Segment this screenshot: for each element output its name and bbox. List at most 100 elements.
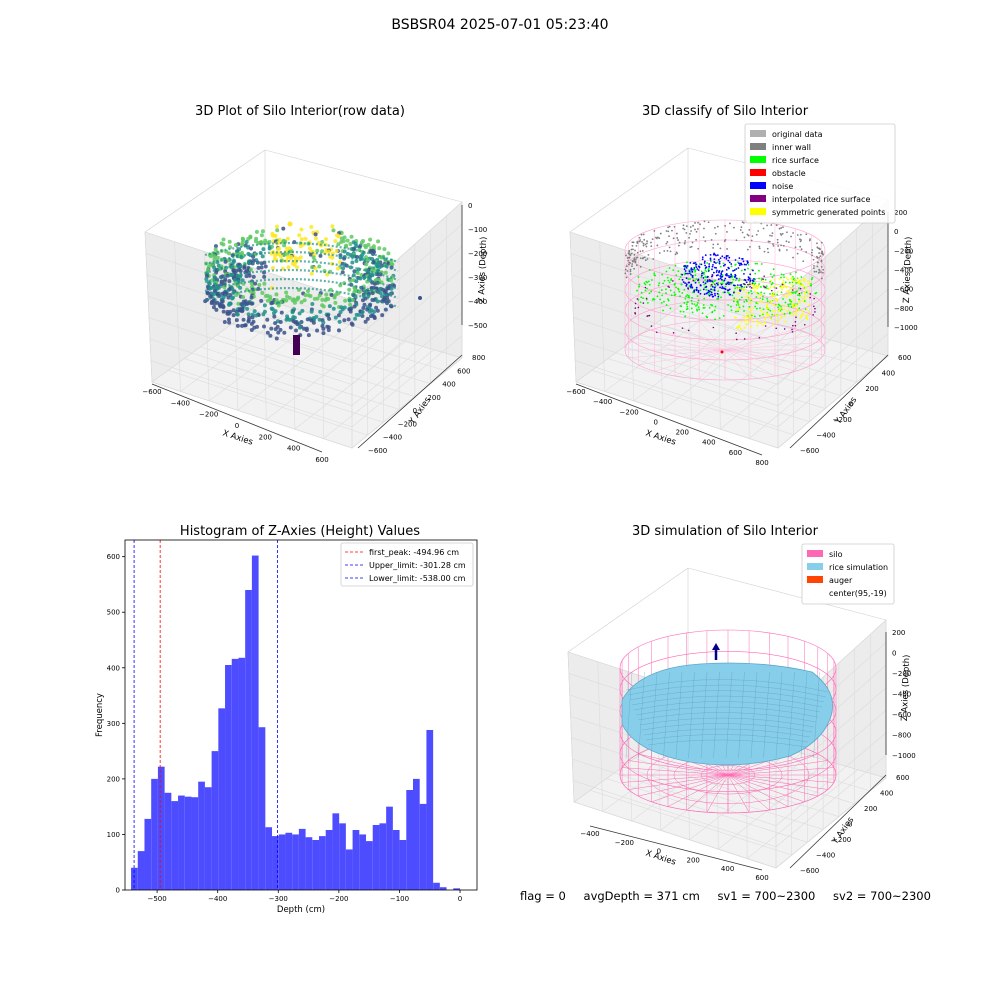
- scatter-point: [656, 236, 659, 239]
- scatter-point: [383, 270, 388, 275]
- scatter-point: [309, 271, 314, 276]
- scatter-point: [354, 279, 359, 284]
- scatter-point: [748, 228, 751, 231]
- scatter-point: [342, 249, 347, 254]
- y-tick-label: −400: [383, 434, 402, 442]
- scatter-point: [703, 220, 706, 223]
- scatter-point: [313, 266, 318, 271]
- scatter-point: [802, 260, 805, 263]
- scatter-point: [758, 245, 761, 248]
- scatter-point: [720, 296, 722, 299]
- scatter-point: [782, 298, 784, 300]
- scatter-point: [265, 330, 270, 335]
- scatter-point: [320, 297, 325, 302]
- scatter-point: [213, 244, 218, 249]
- scatter-point: [348, 241, 353, 246]
- scatter-point: [260, 291, 265, 296]
- scatter-point: [706, 316, 709, 319]
- scatter-point: [783, 276, 785, 279]
- status-avg-depth: avgDepth = 371 cm: [583, 889, 700, 903]
- scatter-point: [239, 302, 244, 307]
- grid-line: [687, 299, 889, 357]
- scatter-point: [695, 230, 698, 233]
- scatter-point: [743, 236, 746, 239]
- scatter-point: [814, 292, 817, 295]
- scatter-point: [274, 292, 279, 297]
- scatter-point: [782, 244, 785, 247]
- scatter-point: [683, 228, 686, 231]
- scatter-point: [812, 267, 815, 270]
- scatter-point: [745, 300, 748, 303]
- scatter-point: [710, 239, 713, 241]
- scatter-point: [288, 325, 293, 330]
- scatter-point: [633, 253, 636, 256]
- x-tick-label: −200: [199, 411, 218, 419]
- scatter-point: [639, 301, 642, 304]
- scatter-point: [628, 263, 630, 266]
- grid-line: [203, 251, 210, 401]
- scatter-point: [284, 298, 289, 303]
- silo-spoke: [724, 349, 822, 358]
- scatter-point: [772, 245, 775, 247]
- scatter-point: [625, 276, 628, 279]
- scatter-point: [669, 307, 672, 310]
- scatter-point: [714, 305, 717, 308]
- scatter-point: [751, 235, 754, 238]
- scatter-point: [209, 301, 214, 306]
- scatter-point: [771, 234, 773, 237]
- scatter-point: [751, 292, 753, 295]
- scatter-point: [299, 237, 304, 242]
- scatter-point: [221, 309, 226, 314]
- scatter-point: [784, 281, 787, 284]
- scatter-point: [737, 310, 740, 313]
- scatter-point: [757, 230, 760, 232]
- scatter-point: [697, 299, 700, 302]
- scatter-point: [626, 270, 629, 272]
- scatter-point: [656, 295, 659, 298]
- scatter-point: [677, 244, 680, 247]
- scatter-point: [792, 232, 794, 234]
- scatter-point: [762, 227, 765, 230]
- scatter-point: [282, 243, 287, 248]
- scatter-point: [683, 288, 686, 291]
- x-tick-label: 0: [235, 422, 239, 430]
- z-tick-label: 0: [894, 228, 898, 236]
- scatter-point: [765, 285, 768, 288]
- scatter-point: [212, 292, 217, 297]
- z-tick-label: 0: [468, 202, 472, 210]
- scatter-point: [260, 254, 265, 259]
- scatter-point: [727, 304, 730, 306]
- grid-line: [662, 323, 774, 411]
- scatter-point: [244, 274, 249, 279]
- scatter-point: [249, 246, 254, 251]
- y-tick-label: −200: [833, 416, 852, 424]
- grid-line: [777, 244, 889, 343]
- y-tick-label: 400: [882, 370, 895, 378]
- scatter-point: [221, 242, 226, 247]
- scatter-point: [797, 294, 799, 297]
- scatter-point: [265, 298, 270, 303]
- wall-ring: [204, 286, 399, 309]
- scatter-point: [743, 310, 745, 312]
- scatter-point: [780, 276, 782, 279]
- scatter-point: [690, 299, 693, 302]
- scatter-point: [652, 297, 655, 300]
- scatter-point: [274, 224, 279, 229]
- scatter-point: [300, 308, 305, 313]
- scatter-point: [286, 265, 291, 270]
- scatter-point: [665, 242, 668, 245]
- silo-spoke: [638, 334, 726, 351]
- scatter-point: [343, 298, 348, 303]
- grid-line: [151, 299, 266, 383]
- scatter-point: [315, 248, 320, 253]
- silo-spoke: [724, 334, 812, 351]
- scatter-point: [745, 298, 748, 301]
- scatter-point: [638, 285, 640, 288]
- scatter-point: [667, 298, 669, 301]
- scatter-point: [648, 269, 651, 271]
- axes-edge: [264, 149, 463, 203]
- silo-spoke: [724, 342, 822, 351]
- scatter-point: [673, 225, 676, 228]
- scatter-point: [791, 281, 794, 284]
- grid-line: [151, 381, 353, 449]
